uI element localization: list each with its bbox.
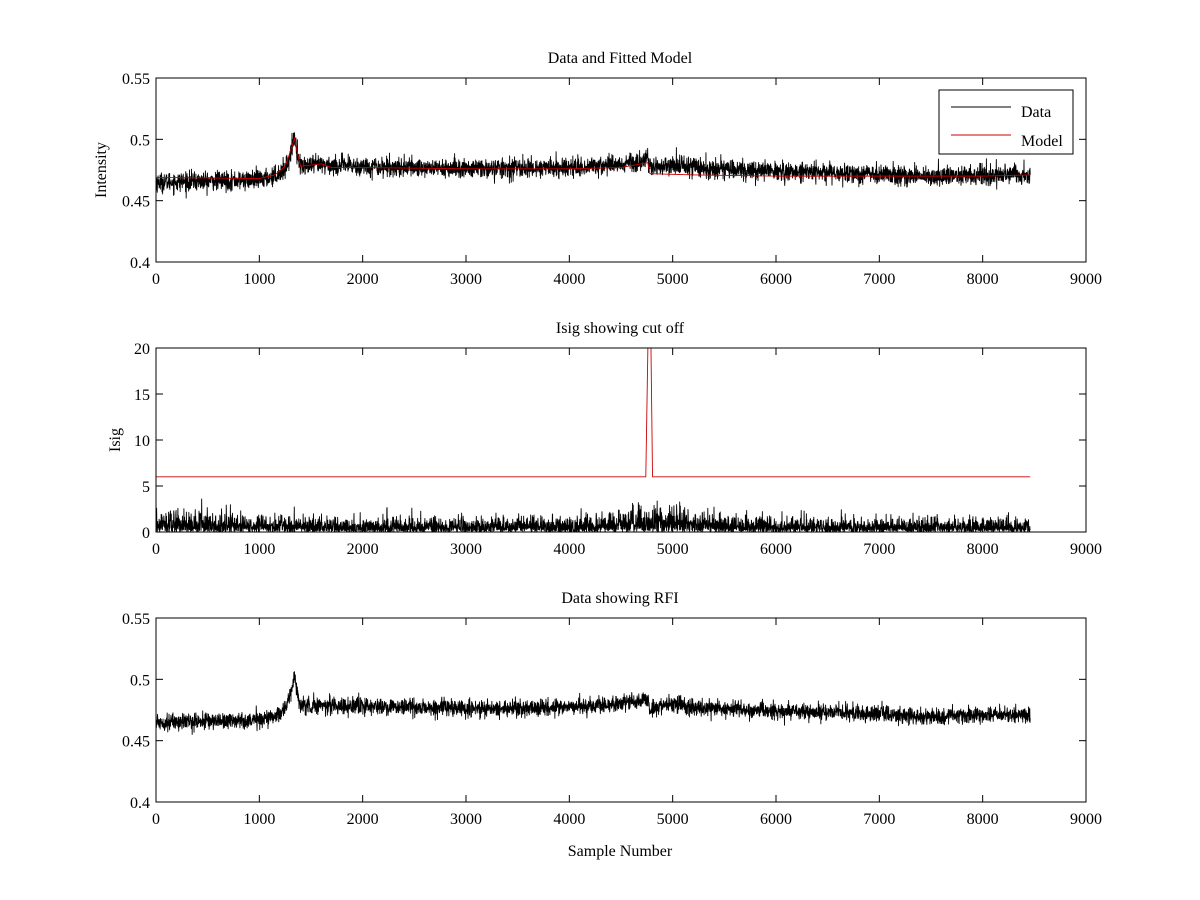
- series-layer: [155, 132, 1031, 199]
- x-tick-label: 9000: [1070, 271, 1102, 288]
- x-tick-label: 0: [152, 271, 160, 288]
- y-tick-label: 0.4: [130, 255, 150, 272]
- x-tick-label: 2000: [347, 811, 379, 828]
- x-tick-label: 3000: [450, 541, 482, 558]
- y-tick-label: 10: [134, 433, 150, 450]
- x-tick-label: 6000: [760, 811, 792, 828]
- x-tick-label: 1000: [243, 271, 275, 288]
- series-line-model: [155, 137, 1031, 180]
- y-tick-label: 0: [142, 525, 150, 542]
- series-line-data: [155, 132, 1031, 199]
- x-tick-label: 1000: [243, 811, 275, 828]
- x-tick-label: 2000: [347, 541, 379, 558]
- panel-isig-showing-cut-off: Isig showing cut off Isig 0 1000 2000 3000 4…: [107, 320, 1102, 558]
- y-tick-label: 0.55: [122, 611, 150, 628]
- y-tick-label: 0.5: [130, 672, 150, 689]
- x-tick-label: 1000: [243, 541, 275, 558]
- panel-data-and-fitted-model: Data and Fitted Model Intensity 0 1000 200…: [93, 50, 1102, 288]
- y-tick-label: 0.5: [130, 132, 150, 149]
- x-tick-label: 8000: [967, 541, 999, 558]
- panel-data-showing-rfi: Data showing RFI Sample Number 0 1000 2000…: [122, 590, 1102, 860]
- y-tick-label: 0.4: [130, 795, 150, 812]
- x-tick-label: 7000: [863, 541, 895, 558]
- plot-title: Isig showing cut off: [556, 320, 685, 337]
- x-tick-label: 9000: [1070, 541, 1102, 558]
- x-tick-label: 7000: [863, 271, 895, 288]
- x-tick-label: 2000: [347, 271, 379, 288]
- y-tick-label: 0.55: [122, 71, 150, 88]
- x-tick-label: 5000: [657, 541, 689, 558]
- x-tick-label: 4000: [553, 541, 585, 558]
- y-tick-label: 20: [134, 341, 150, 358]
- series-line-signal: [155, 498, 1031, 533]
- legend-label-model: Model: [1021, 133, 1063, 150]
- x-tick-label: 3000: [450, 271, 482, 288]
- y-tick-label: 5: [142, 479, 150, 496]
- x-tick-label: 5000: [657, 811, 689, 828]
- x-tick-label: 5000: [657, 271, 689, 288]
- x-tick-label: 8000: [967, 811, 999, 828]
- legend-label-data: Data: [1021, 104, 1051, 121]
- x-tick-label: 4000: [553, 271, 585, 288]
- y-tick-label: 0.45: [122, 734, 150, 751]
- legend: Data Model: [938, 89, 1074, 155]
- x-tick-label: 4000: [553, 811, 585, 828]
- x-tick-label: 8000: [967, 271, 999, 288]
- series-layer: [155, 671, 1031, 735]
- x-tick-label: 0: [152, 541, 160, 558]
- y-tick-label: 0.45: [122, 194, 150, 211]
- x-tick-label: 6000: [760, 271, 792, 288]
- x-tick-label: 9000: [1070, 811, 1102, 828]
- legend-box: [938, 89, 1074, 155]
- tick-layer: 0 1000 2000 3000 4000 5000 6000 7000 8000 9000 0 5 1…: [134, 341, 1102, 558]
- y-axis-label: Intensity: [93, 142, 110, 198]
- y-axis-label: Isig: [107, 428, 124, 452]
- y-tick-label: 15: [134, 387, 150, 404]
- x-tick-label: 0: [152, 811, 160, 828]
- x-axis-label: Sample Number: [568, 843, 673, 860]
- x-tick-label: 6000: [760, 541, 792, 558]
- x-tick-label: 3000: [450, 811, 482, 828]
- x-tick-label: 7000: [863, 811, 895, 828]
- tick-layer: 0 1000 2000 3000 4000 5000 6000 7000 8000 9000 0.4…: [122, 71, 1102, 288]
- plot-title: Data showing RFI: [561, 590, 678, 607]
- series-line-signal: [155, 671, 1031, 735]
- plot-area-frame: [155, 77, 1087, 263]
- plot-area-frame: [155, 617, 1087, 803]
- plot-title: Data and Fitted Model: [548, 50, 693, 67]
- tick-layer: 0 1000 2000 3000 4000 5000 6000 7000 8000 9000 0.4…: [122, 611, 1102, 828]
